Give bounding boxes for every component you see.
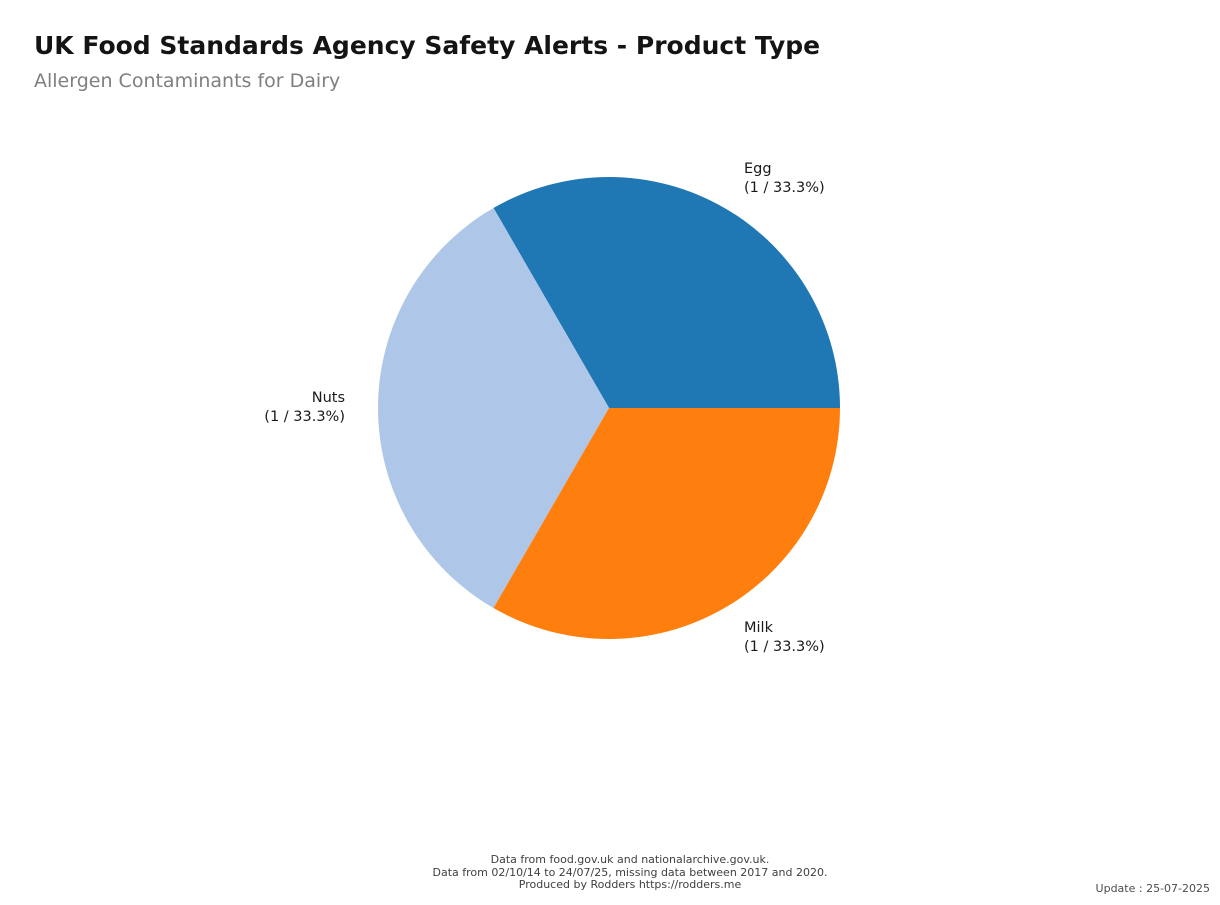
chart-title: UK Food Standards Agency Safety Alerts -… [34,31,821,60]
footer-notes: Data from food.gov.uk and nationalarchiv… [330,853,930,892]
footer-note-source: Data from food.gov.uk and nationalarchiv… [490,853,770,866]
pie-label-milk-name: Milk [744,620,773,636]
pie-label-milk: Milk (1 / 33.3%) [744,619,825,657]
pie-slice-nuts [378,207,609,609]
pie-label-milk-value: (1 / 33.3%) [744,639,825,655]
pie-label-egg-name: Egg [744,161,772,177]
pie-slice-milk [493,408,840,639]
footer-note-credit: Produced by Rodders https://rodders.me [518,878,742,891]
pie-label-nuts-name: Nuts [311,390,345,406]
update-date: Update : 25-07-2025 [1095,882,1210,895]
pie-label-nuts: Nuts (1 / 33.3%) [165,389,345,427]
pie-label-egg-value: (1 / 33.3%) [744,180,825,196]
pie-slice-egg [493,177,840,408]
chart-subtitle: Allergen Contaminants for Dairy [34,70,341,92]
footer-note-range: Data from 02/10/14 to 24/07/25, missing … [432,865,828,879]
pie-label-nuts-value: (1 / 33.3%) [264,409,345,425]
pie-label-egg: Egg (1 / 33.3%) [744,160,825,198]
pie-chart [378,177,840,639]
